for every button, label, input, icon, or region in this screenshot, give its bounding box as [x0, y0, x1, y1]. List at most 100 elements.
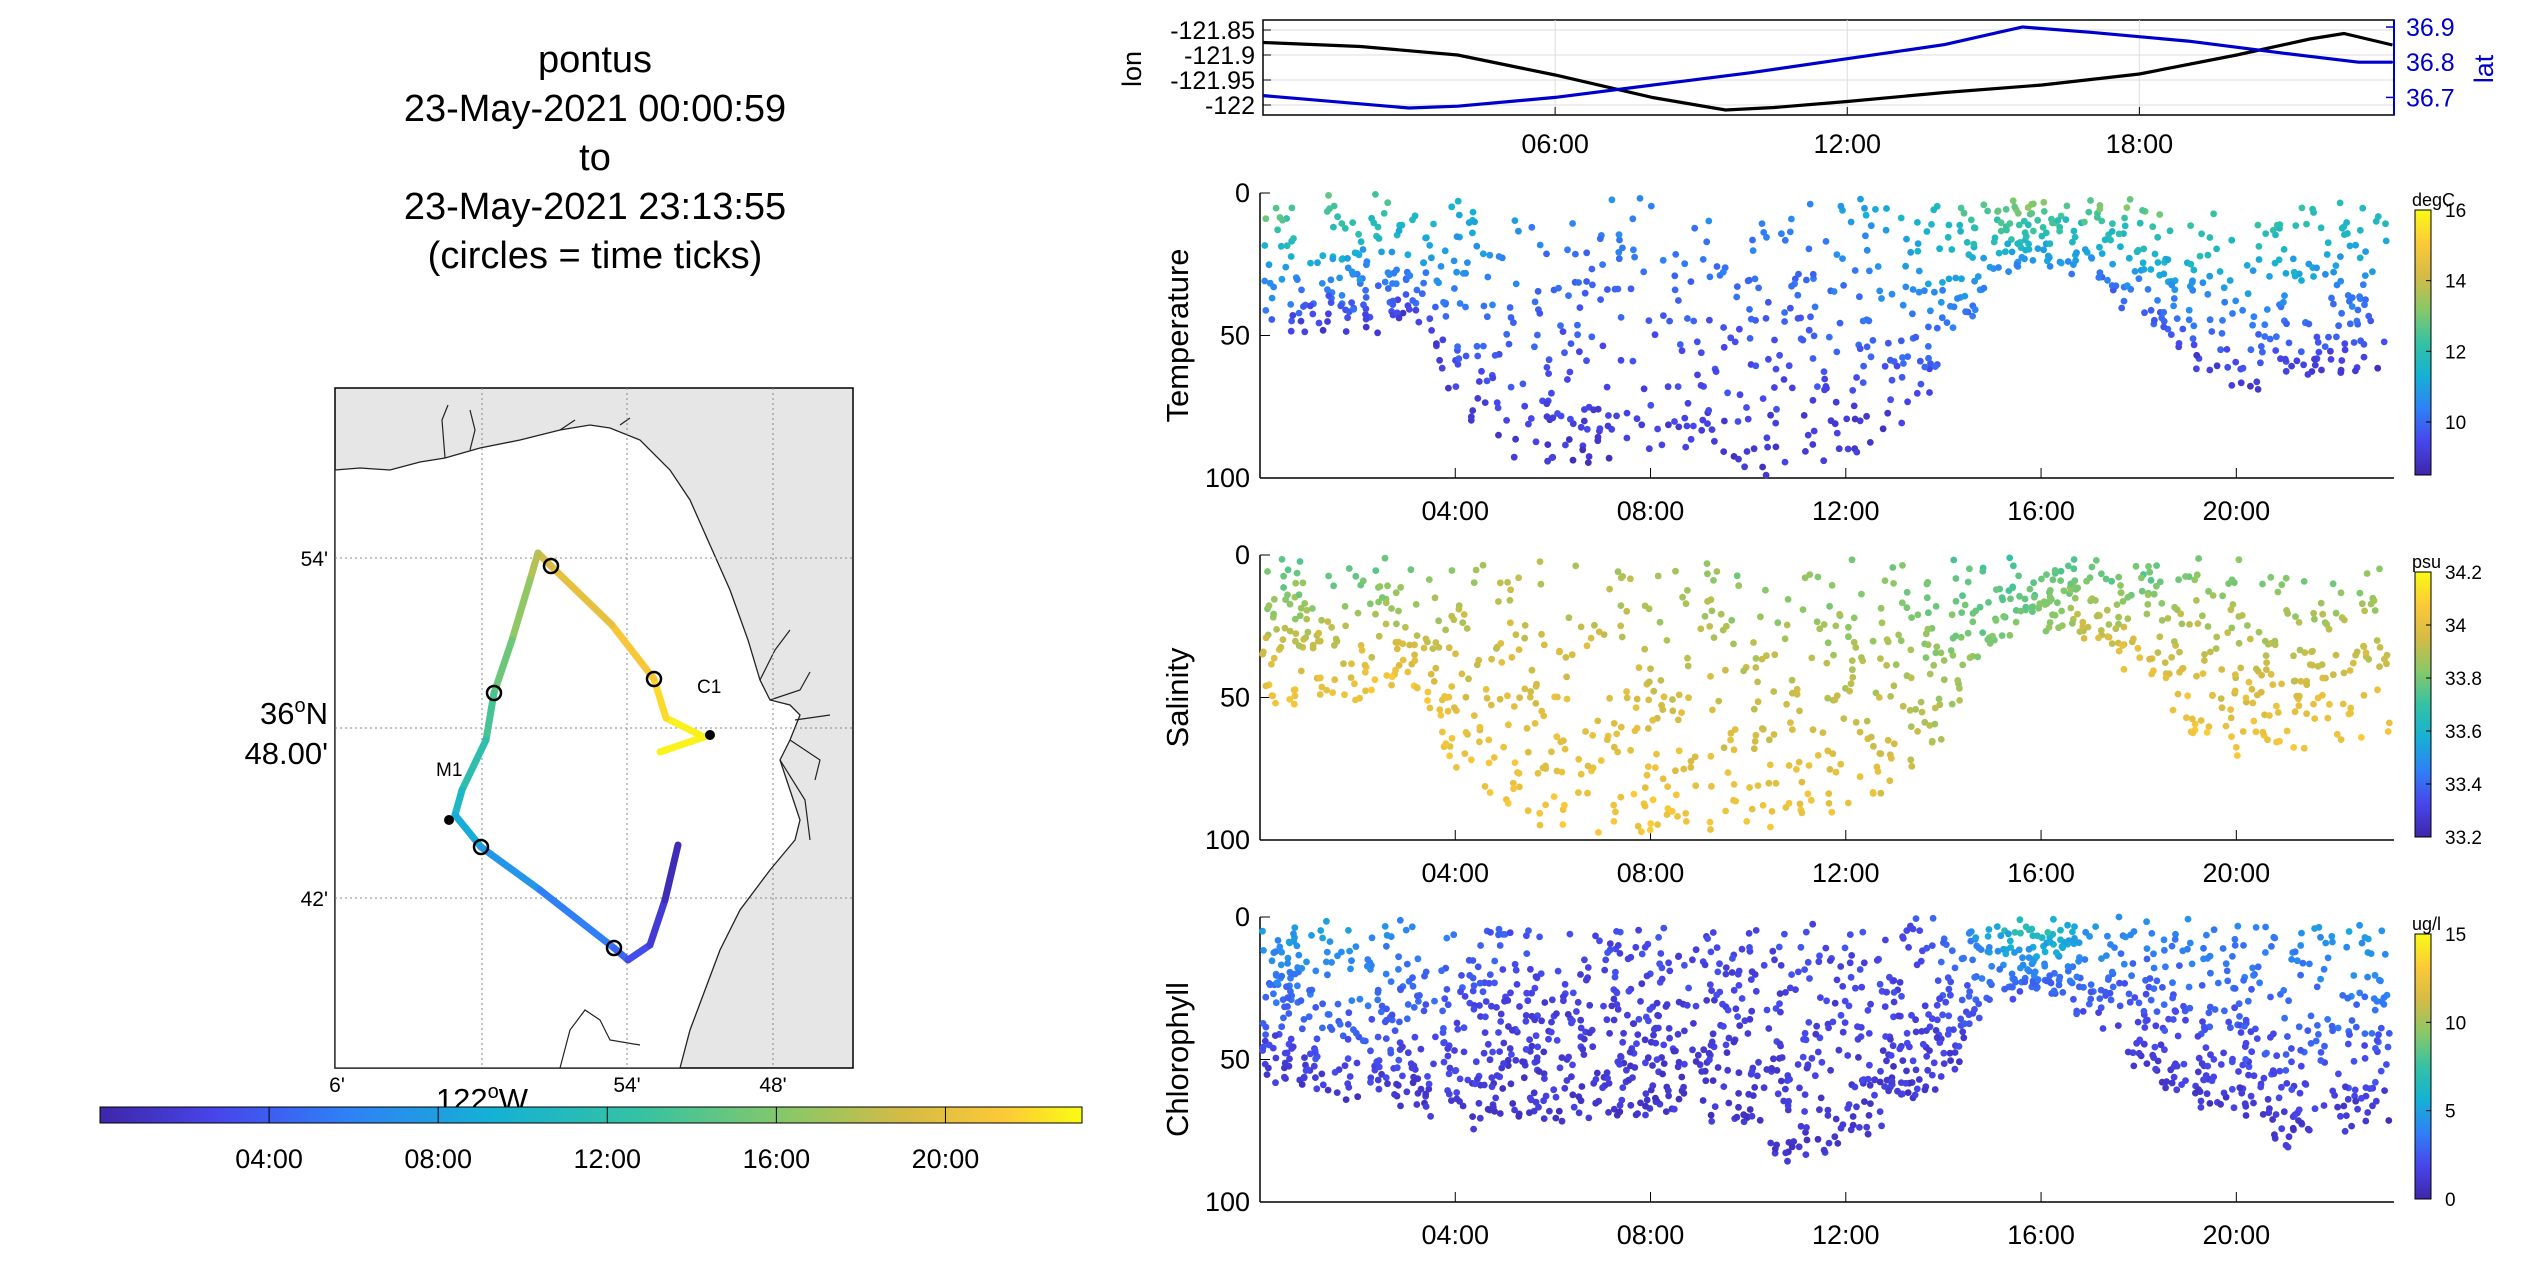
temperature-data-point	[2285, 339, 2293, 347]
chlorophyll-data-point	[1496, 1110, 1504, 1117]
salinity-data-point	[2229, 601, 2237, 608]
salinity-data-point	[1347, 674, 1355, 681]
temperature-data-point	[1261, 242, 1269, 249]
salinity-data-point	[2153, 582, 2160, 590]
chlorophyll-data-point	[1958, 996, 1966, 1004]
temperature-data-point	[1866, 439, 1874, 446]
salinity-data-point	[1663, 811, 1671, 818]
chlorophyll-data-point	[1755, 1058, 1762, 1066]
chlorophyll-data-point	[1512, 966, 1520, 974]
temperature-data-point	[1503, 417, 1510, 424]
salinity-data-point	[1884, 736, 1892, 744]
chlorophyll-data-point	[1399, 1072, 1406, 1080]
salinity-data-point	[2239, 728, 2247, 735]
temperature-data-point	[2332, 262, 2340, 269]
chlorophyll-data-point	[1560, 997, 1567, 1005]
temperature-data-point	[1638, 421, 1646, 429]
salinity-data-point	[1645, 605, 1653, 613]
salinity-data-point	[2177, 610, 2185, 618]
chlorophyll-data-point	[2262, 923, 2270, 931]
salinity-data-point	[1521, 634, 1529, 642]
salinity-data-point	[1819, 729, 1827, 736]
chlorophyll-data-point	[1770, 1055, 1777, 1063]
chlorophyll-data-point	[1796, 1084, 1803, 1092]
temperature-data-point	[2359, 281, 2367, 289]
temperature-data-point	[1384, 199, 1392, 207]
chlorophyll-data-point	[1617, 1052, 1624, 1060]
salinity-data-point	[1950, 556, 1958, 564]
salinity-data-point	[2067, 604, 2075, 612]
temperature-data-point	[1433, 340, 1440, 348]
temperature-data-point	[1617, 314, 1625, 321]
salinity-data-point	[1296, 612, 1304, 620]
chlorophyll-data-point	[1854, 1035, 1862, 1043]
chlorophyll-data-point	[1942, 998, 1950, 1006]
temperature-data-point	[1512, 435, 1519, 443]
chlorophyll-data-point	[1769, 947, 1777, 955]
temperature-data-point	[1378, 248, 1385, 256]
chlorophyll-data-point	[2186, 939, 2194, 947]
chlorophyll-data-point	[1889, 1042, 1897, 1050]
salinity-data-point	[2057, 567, 2065, 575]
temperature-data-point	[1604, 422, 1612, 430]
temperature-data-point	[1564, 246, 1571, 254]
temperature-data-point	[2380, 338, 2388, 346]
chlorophyll-data-point	[1863, 1123, 1871, 1131]
chlorophyll-data-point	[1931, 1086, 1939, 1093]
chlorophyll-data-point	[2124, 1048, 2132, 1056]
temperature-data-point	[1454, 361, 1462, 368]
chlorophyll-data-point	[1744, 1030, 1752, 1037]
temperature-data-point	[2350, 339, 2358, 346]
temperature-data-point	[2117, 243, 2124, 251]
temperature-data-point	[1847, 218, 1855, 226]
salinity-data-point	[2130, 635, 2137, 643]
chlorophyll-data-point	[2240, 976, 2248, 984]
temperature-data-point	[1507, 314, 1515, 321]
chlorophyll-data-point	[1681, 1027, 1688, 1035]
chlorophyll-data-point	[1972, 934, 1980, 941]
chlorophyll-data-point	[1610, 995, 1618, 1003]
chlorophyll-data-point	[1278, 972, 1286, 980]
chlorophyll-data-point	[1912, 1028, 1920, 1036]
chlorophyll-data-point	[2241, 1043, 2249, 1050]
temperature-data-point	[1859, 379, 1867, 386]
chlorophyll-data-point	[2017, 964, 2024, 972]
chlorophyll-points	[1259, 913, 2393, 1165]
chlorophyll-data-point	[1574, 998, 1582, 1006]
temperature-data-point	[1454, 343, 1461, 351]
salinity-data-point	[1832, 768, 1840, 776]
chlorophyll-data-point	[2019, 954, 2026, 962]
temperature-data-point	[1355, 251, 1363, 259]
salinity-data-point	[2231, 671, 2239, 678]
chlorophyll-data-point	[2229, 953, 2236, 960]
temperature-data-point	[1615, 255, 1623, 263]
chlorophyll-data-point	[1801, 1108, 1808, 1115]
salinity-data-point	[1814, 752, 1822, 759]
chlorophyll-data-point	[2231, 1004, 2239, 1012]
temperature-data-point	[1349, 270, 1357, 278]
temperature-data-point	[2170, 302, 2178, 310]
chlorophyll-data-point	[1585, 1114, 1593, 1122]
chlorophyll-data-point	[1831, 999, 1839, 1007]
chlorophyll-data-point	[2353, 1001, 2361, 1008]
temperature-data-point	[1645, 445, 1653, 453]
temperature-data-point	[1359, 246, 1367, 253]
salinity-data-point	[1286, 600, 1294, 608]
chlorophyll-data-point	[1440, 1058, 1448, 1066]
salinity-data-point	[1646, 678, 1653, 686]
salinity-data-point	[1575, 755, 1583, 763]
chlorophyll-data-point	[1344, 1021, 1352, 1028]
chlorophyll-data-point	[1692, 946, 1700, 954]
salinity-data-point	[1498, 659, 1506, 666]
salinity-data-point	[2108, 640, 2116, 647]
salinity-data-point	[1918, 708, 1926, 716]
salinity-data-point	[1617, 602, 1625, 609]
chlorophyll-data-point	[2134, 1018, 2142, 1026]
temperature-data-point	[1773, 405, 1780, 413]
chlorophyll-data-point	[2272, 1111, 2280, 1118]
temperature-data-point	[2040, 208, 2048, 215]
chlorophyll-data-point	[1851, 1083, 1859, 1091]
chlorophyll-data-point	[1493, 1072, 1501, 1079]
temperature-data-point	[1745, 276, 1753, 284]
chlorophyll-data-point	[1382, 970, 1390, 978]
